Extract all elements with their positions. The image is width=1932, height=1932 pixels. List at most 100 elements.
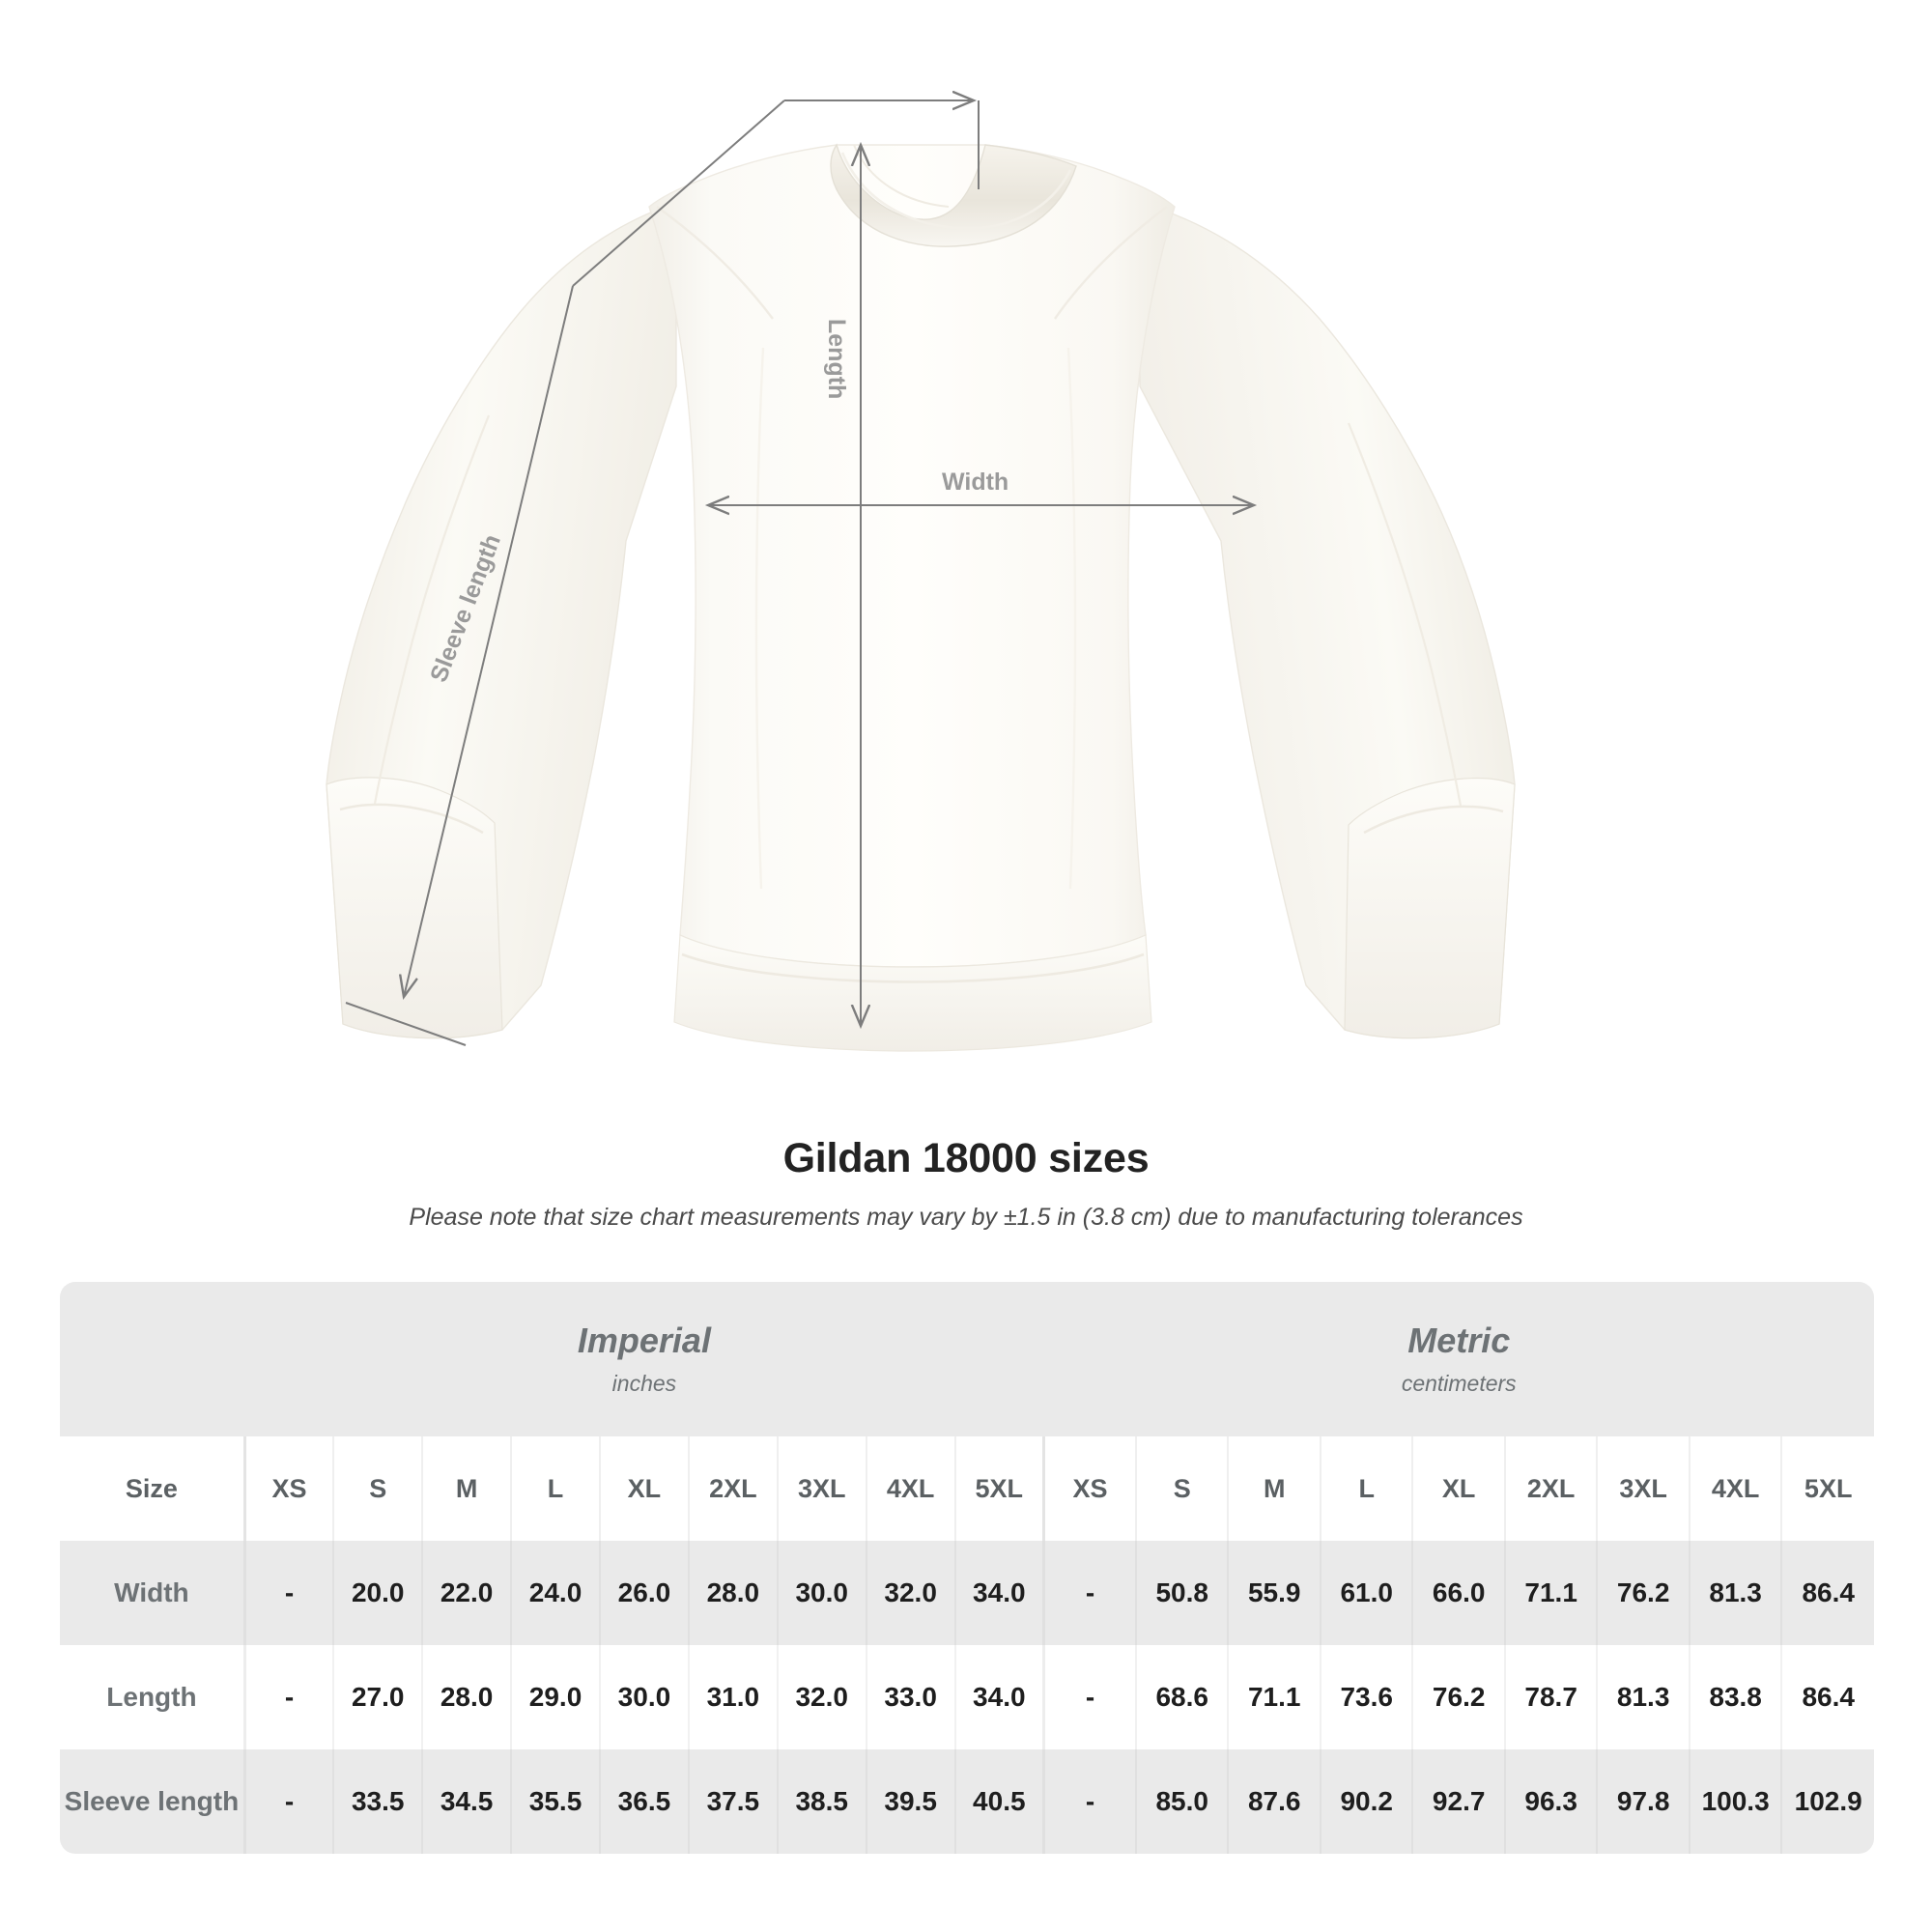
cell-length-imp-1: 27.0 [333, 1645, 424, 1749]
cell-sleeve-imp-2: 34.5 [422, 1749, 513, 1854]
cell-width-imp-4: 26.0 [599, 1541, 690, 1645]
cell-sleeve-imp-5: 37.5 [688, 1749, 779, 1854]
size-table-container: Imperial inches Metric centimeters Size … [60, 1282, 1874, 1854]
cell-length-met-2: 71.1 [1228, 1645, 1321, 1749]
sweatshirt-illustration [326, 0, 1516, 1052]
cell-sleeve-met-5: 96.3 [1504, 1749, 1599, 1854]
size-header-imp-2: M [422, 1436, 513, 1541]
cell-width-imp-6: 30.0 [777, 1541, 867, 1645]
row-label-sleeve-length: Sleeve length [60, 1749, 246, 1854]
size-header-met-0: XS [1041, 1436, 1137, 1541]
size-header-met-5: 2XL [1504, 1436, 1599, 1541]
cell-width-met-2: 55.9 [1228, 1541, 1321, 1645]
cell-length-imp-6: 32.0 [777, 1645, 867, 1749]
size-header-met-6: 3XL [1597, 1436, 1690, 1541]
left-shoulder-seam [656, 206, 774, 320]
sleeve-bottom-tick [345, 1002, 467, 1046]
table-row: Length - 27.0 28.0 29.0 30.0 31.0 32.0 3… [60, 1645, 1874, 1749]
size-header-met-7: 4XL [1689, 1436, 1783, 1541]
left-cuff-seam [339, 803, 484, 835]
cell-width-met-1: 50.8 [1135, 1541, 1230, 1645]
unit-group-metric: Metric centimeters [1043, 1282, 1874, 1436]
right-shoulder-seam [1054, 206, 1168, 320]
cell-length-met-7: 83.8 [1689, 1645, 1783, 1749]
unit-name-metric: Metric [1407, 1320, 1511, 1360]
cell-sleeve-met-8: 102.9 [1781, 1749, 1874, 1854]
cell-width-met-8: 86.4 [1781, 1541, 1874, 1645]
size-header-imp-0: XS [242, 1436, 335, 1541]
size-table: Imperial inches Metric centimeters Size … [60, 1282, 1874, 1854]
right-sleeve-fold [1347, 422, 1463, 807]
cell-length-met-0: - [1041, 1645, 1137, 1749]
bottom-hem [673, 934, 1152, 1052]
cell-length-met-6: 81.3 [1597, 1645, 1690, 1749]
size-header-label: Size [60, 1436, 246, 1541]
unit-name-imperial: Imperial [577, 1320, 711, 1360]
size-header-met-2: M [1228, 1436, 1321, 1541]
sleeve-measure-line [404, 285, 574, 997]
cell-length-imp-4: 30.0 [599, 1645, 690, 1749]
unit-header-row: Imperial inches Metric centimeters [60, 1282, 1874, 1436]
left-sleeve-fold [373, 414, 491, 805]
table-row: Sleeve length - 33.5 34.5 35.5 36.5 37.5… [60, 1749, 1874, 1854]
page-title: Gildan 18000 sizes [782, 1135, 1150, 1181]
cell-width-imp-8: 34.0 [954, 1541, 1045, 1645]
unit-spacer-cell [60, 1282, 245, 1436]
left-cuff [326, 777, 503, 1039]
cell-width-met-0: - [1041, 1541, 1137, 1645]
unit-sub-imperial: inches [611, 1371, 677, 1397]
cell-length-imp-5: 31.0 [688, 1645, 779, 1749]
cell-sleeve-met-1: 85.0 [1135, 1749, 1230, 1854]
cell-length-imp-8: 34.0 [954, 1645, 1045, 1749]
row-label-length: Length [60, 1645, 246, 1749]
table-row: Width - 20.0 22.0 24.0 26.0 28.0 30.0 32… [60, 1541, 1874, 1645]
page-subtitle: Please note that size chart measurements… [409, 1204, 1523, 1231]
cell-length-met-1: 68.6 [1135, 1645, 1230, 1749]
right-cuff-seam [1363, 805, 1504, 835]
row-label-width: Width [60, 1541, 246, 1645]
size-header-imp-1: S [333, 1436, 424, 1541]
size-header-imp-6: 3XL [777, 1436, 867, 1541]
cell-sleeve-met-3: 90.2 [1320, 1749, 1414, 1854]
cell-sleeve-imp-4: 36.5 [599, 1749, 690, 1854]
cell-width-met-3: 61.0 [1320, 1541, 1414, 1645]
cell-length-met-8: 86.4 [1781, 1645, 1874, 1749]
cell-width-met-6: 76.2 [1597, 1541, 1690, 1645]
size-header-met-4: XL [1412, 1436, 1506, 1541]
cell-sleeve-met-7: 100.3 [1689, 1749, 1783, 1854]
cell-length-met-4: 76.2 [1412, 1645, 1506, 1749]
cell-width-met-4: 66.0 [1412, 1541, 1506, 1645]
cell-sleeve-met-4: 92.7 [1412, 1749, 1506, 1854]
cell-sleeve-imp-0: - [242, 1749, 335, 1854]
cell-length-imp-0: - [242, 1645, 335, 1749]
cell-length-imp-3: 29.0 [511, 1645, 601, 1749]
size-header-imp-5: 2XL [688, 1436, 779, 1541]
size-header-met-3: L [1320, 1436, 1414, 1541]
size-header-imp-8: 5XL [954, 1436, 1045, 1541]
cell-length-met-5: 78.7 [1504, 1645, 1599, 1749]
size-header-row: Size XS S M L XL 2XL 3XL 4XL 5XL XS S M … [60, 1436, 1874, 1541]
hem-seam [681, 952, 1145, 983]
body-fold-left [754, 347, 765, 890]
cell-width-imp-3: 24.0 [511, 1541, 601, 1645]
right-cuff [1344, 778, 1516, 1039]
cell-sleeve-imp-8: 40.5 [954, 1749, 1045, 1854]
cell-width-imp-1: 20.0 [333, 1541, 424, 1645]
sleeve-shoulder-diagonal [572, 99, 785, 287]
length-annotation-label: Length [823, 319, 850, 400]
cell-width-imp-7: 32.0 [866, 1541, 956, 1645]
cell-width-imp-2: 22.0 [422, 1541, 513, 1645]
size-header-met-8: 5XL [1781, 1436, 1874, 1541]
cell-length-imp-7: 33.0 [866, 1645, 956, 1749]
body-fold-right [1066, 347, 1077, 890]
cell-sleeve-met-0: - [1041, 1749, 1137, 1854]
cell-width-imp-0: - [242, 1541, 335, 1645]
cell-sleeve-imp-3: 35.5 [511, 1749, 601, 1854]
garment-diagram: Length Width Sleeve length [326, 0, 1516, 1052]
cell-sleeve-imp-7: 39.5 [866, 1749, 956, 1854]
cell-sleeve-imp-1: 33.5 [333, 1749, 424, 1854]
cell-width-met-7: 81.3 [1689, 1541, 1783, 1645]
cell-sleeve-imp-6: 38.5 [777, 1749, 867, 1854]
size-header-imp-4: XL [599, 1436, 690, 1541]
